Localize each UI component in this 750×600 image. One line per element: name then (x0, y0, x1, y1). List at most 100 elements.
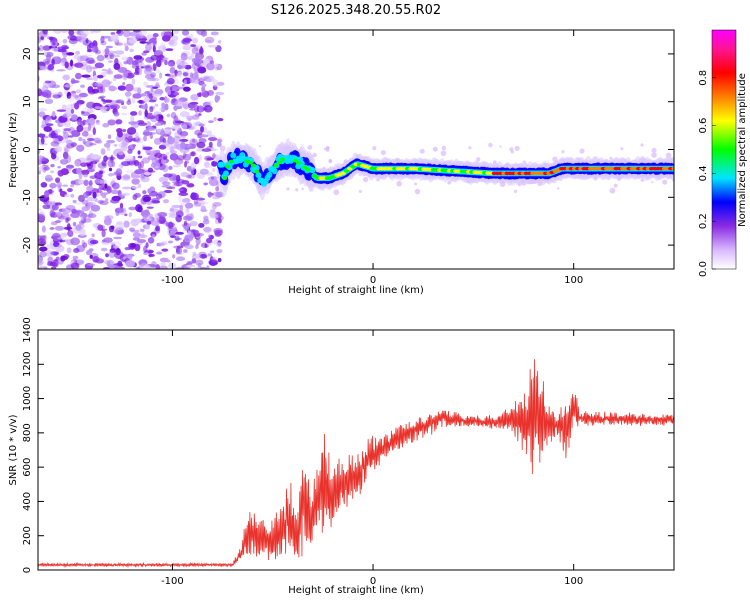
noise-blob (44, 177, 54, 181)
noise-blob (173, 141, 179, 150)
noise-blob (47, 256, 54, 264)
noise-blob (148, 250, 152, 258)
noise-blob (38, 44, 44, 52)
noise-blob (440, 150, 447, 157)
noise-blob (44, 190, 50, 198)
noise-blob (43, 166, 50, 171)
noise-blob (219, 145, 226, 152)
snr-xtick-label: 0 (370, 576, 376, 587)
noise-blob (206, 130, 212, 137)
noise-blob (132, 155, 136, 163)
noise-blob (77, 179, 85, 185)
noise-blob (162, 44, 166, 52)
noise-blob (216, 248, 223, 254)
noise-blob (101, 68, 108, 72)
noise-blob (129, 227, 135, 232)
noise-blob (69, 35, 78, 42)
noise-blob (118, 212, 125, 215)
noise-blob (206, 237, 213, 244)
noise-blob (137, 239, 147, 243)
noise-blob (207, 120, 214, 124)
ridge-peak (276, 160, 282, 165)
noise-blob (82, 138, 86, 145)
noise-blob (168, 39, 175, 46)
noise-blob (42, 235, 47, 239)
noise-blob (161, 181, 171, 186)
spectrogram-marks (38, 30, 674, 269)
noise-blob (145, 242, 149, 248)
noise-blob (91, 45, 99, 53)
noise-blob (190, 93, 199, 101)
noise-blob (54, 146, 63, 153)
noise-blob (199, 168, 209, 175)
noise-blob (86, 163, 92, 167)
noise-blob (124, 155, 135, 162)
noise-blob (151, 157, 159, 165)
noise-blob (82, 54, 93, 58)
noise-blob (154, 215, 160, 222)
noise-blob (217, 257, 222, 263)
noise-blob (111, 182, 120, 190)
noise-blob (181, 124, 188, 130)
noise-blob (195, 230, 200, 235)
noise-blob (139, 38, 148, 41)
noise-blob (45, 94, 52, 99)
noise-blob (169, 145, 175, 154)
noise-blob (73, 54, 80, 60)
noise-blob (113, 62, 121, 70)
noise-blob (56, 69, 66, 72)
noise-blob (114, 251, 124, 260)
noise-blob (149, 106, 154, 113)
noise-blob (380, 150, 386, 156)
snr-background (38, 330, 674, 570)
noise-blob (132, 60, 139, 66)
noise-blob (358, 189, 362, 193)
noise-blob (72, 258, 77, 264)
ridge-peak (343, 169, 350, 173)
noise-blob (108, 86, 118, 91)
noise-blob (111, 178, 116, 181)
noise-blob (372, 146, 377, 151)
noise-blob (59, 122, 67, 126)
noise-blob (157, 128, 162, 133)
noise-blob (187, 56, 194, 61)
noise-blob (38, 108, 48, 112)
noise-blob (295, 188, 299, 192)
noise-blob (76, 100, 85, 105)
noise-blob (124, 91, 132, 97)
noise-blob (47, 63, 54, 71)
noise-blob (167, 74, 178, 78)
noise-blob (216, 81, 225, 86)
noise-blob (71, 129, 81, 137)
noise-blob (198, 47, 204, 55)
noise-blob (133, 159, 140, 167)
noise-blob (130, 243, 137, 248)
noise-blob (208, 259, 219, 266)
noise-blob (213, 228, 224, 234)
noise-blob (145, 209, 150, 212)
ridge-peak (228, 159, 234, 164)
snr-ytick-label: 1000 (22, 386, 33, 411)
noise-blob (50, 221, 58, 226)
ridge-peak (347, 166, 353, 171)
noise-blob (159, 96, 166, 101)
noise-blob (165, 222, 175, 228)
noise-blob (138, 100, 145, 105)
noise-blob (80, 84, 85, 88)
noise-blob (38, 214, 46, 222)
noise-blob (172, 30, 180, 35)
noise-blob (80, 121, 84, 126)
noise-blob (74, 158, 82, 167)
noise-blob (128, 31, 139, 37)
noise-blob (159, 42, 165, 49)
snr-ytick-label: 600 (22, 458, 33, 477)
noise-blob (117, 189, 122, 197)
colorbar-tick-label: 0.6 (698, 118, 709, 134)
noise-blob (97, 187, 102, 194)
noise-blob (197, 66, 207, 74)
noise-blob (169, 153, 179, 161)
noise-blob (81, 110, 85, 114)
noise-blob (102, 123, 110, 128)
noise-blob (172, 85, 177, 93)
